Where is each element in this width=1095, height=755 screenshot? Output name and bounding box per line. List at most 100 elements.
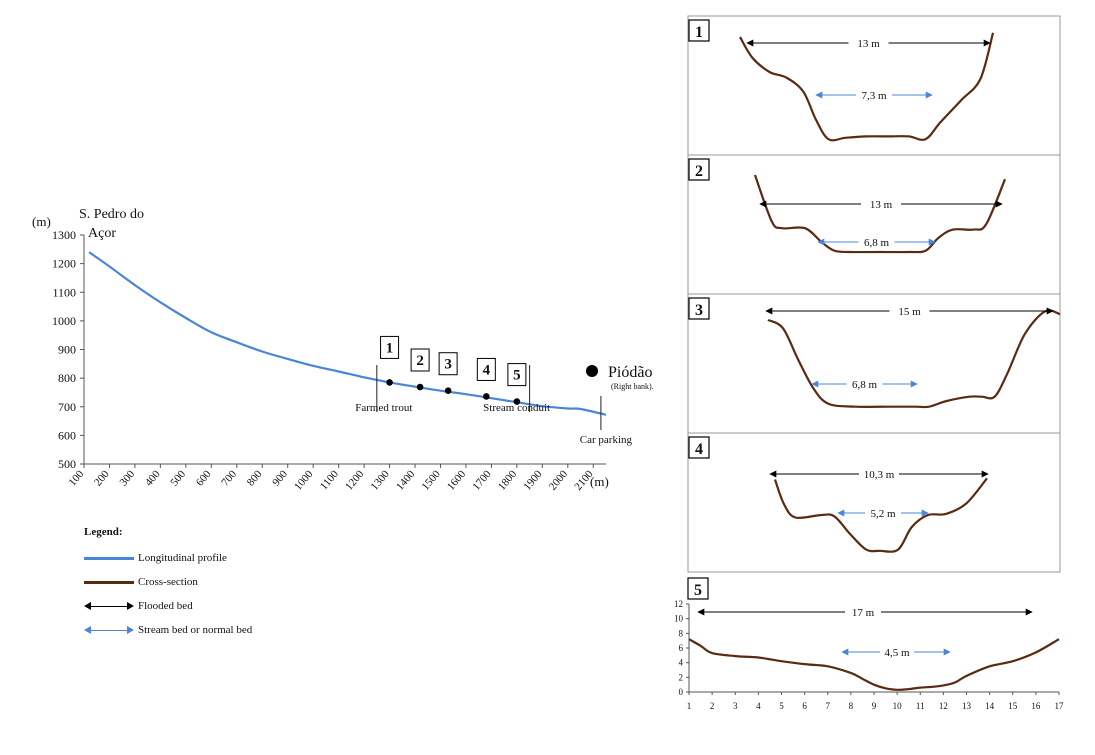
cross-section-line-5 bbox=[688, 638, 1060, 691]
normal-bed-label-5: 4,5 m bbox=[884, 647, 910, 659]
x-tick-label: 1000 bbox=[292, 468, 316, 493]
piodao-point bbox=[586, 365, 598, 377]
normal-bed-label-4: 5,2 m bbox=[870, 508, 896, 520]
legend-item-longitudinal-profile: Longitudinal profile bbox=[84, 546, 252, 570]
section-number-box-3 bbox=[688, 297, 710, 320]
section5-x-tick-label: 9 bbox=[872, 701, 877, 711]
section5-x-tick-label: 12 bbox=[939, 701, 948, 711]
section-number-box-4 bbox=[688, 436, 710, 459]
x-unit-label: (m) bbox=[590, 474, 609, 489]
station-label-4: 4 bbox=[483, 362, 491, 378]
legend-label: Longitudinal profile bbox=[138, 552, 227, 564]
flooded-bed-label-2: 13 m bbox=[870, 199, 893, 211]
cross-section-line-4 bbox=[773, 477, 988, 553]
cross-section-panels: 1 13 m 7,3 m 2 13 m 6,8 m 3 15 m 6,8 m 4 10,3 m 5,2… bbox=[674, 15, 1065, 711]
flooded-label-bg bbox=[845, 604, 881, 620]
x-tick-label: 1100 bbox=[318, 468, 341, 493]
x-tick-label: 1600 bbox=[445, 468, 469, 493]
section5-y-tick-label: 2 bbox=[679, 672, 684, 682]
station-point-5 bbox=[513, 398, 521, 405]
section-number-1: 1 bbox=[695, 24, 703, 41]
x-tick-label: 2000 bbox=[547, 468, 571, 493]
legend-item-cross-section: Cross-section bbox=[84, 570, 252, 594]
flooded-label-bg bbox=[859, 466, 899, 482]
section5-x-tick-label: 2 bbox=[710, 701, 715, 711]
x-tick-label: 1500 bbox=[419, 468, 443, 493]
section5-y-tick-label: 10 bbox=[674, 614, 684, 624]
section-panel-2 bbox=[687, 154, 1061, 295]
station-label-5: 5 bbox=[513, 368, 521, 384]
y-tick-label: 1000 bbox=[52, 314, 76, 328]
y-tick-label: 600 bbox=[58, 428, 76, 442]
y-tick-label: 1100 bbox=[52, 285, 76, 299]
x-tick-label: 900 bbox=[270, 468, 290, 489]
station-label-2: 2 bbox=[416, 353, 424, 369]
x-tick-label: 800 bbox=[245, 468, 265, 489]
station-label-1: 1 bbox=[386, 340, 394, 356]
x-tick-label: 1300 bbox=[369, 468, 393, 493]
y-tick-label: 500 bbox=[58, 457, 76, 471]
y-tick-label: 800 bbox=[58, 371, 76, 385]
station-box-5 bbox=[507, 363, 527, 387]
section5-x-tick-label: 7 bbox=[826, 701, 831, 711]
flooded-bed-label-3: 15 m bbox=[898, 306, 921, 318]
normal-label-bg bbox=[856, 87, 892, 103]
x-tick-label: 700 bbox=[219, 468, 239, 489]
legend-title: Legend: bbox=[84, 526, 123, 538]
section5-x-tick-label: 11 bbox=[916, 701, 925, 711]
station-label-3: 3 bbox=[444, 357, 452, 373]
section5-y-tick-label: 4 bbox=[679, 658, 684, 668]
annotation-car-parking: Car parking bbox=[580, 434, 633, 446]
longitudinal-profile-line bbox=[88, 251, 607, 416]
section-number-4: 4 bbox=[695, 441, 703, 458]
x-tick-label: 400 bbox=[143, 468, 163, 489]
section5-x-tick-label: 8 bbox=[849, 701, 854, 711]
end-label: Piódão bbox=[608, 364, 652, 381]
x-tick-label: 1200 bbox=[343, 468, 367, 493]
station-point-3 bbox=[444, 387, 452, 395]
section5-x-tick-label: 14 bbox=[985, 701, 995, 711]
cross-section-line-3 bbox=[767, 309, 1061, 409]
cross-section-line-1 bbox=[739, 32, 995, 142]
cross-section-line-2 bbox=[753, 174, 1007, 254]
station-box-1 bbox=[380, 335, 400, 359]
flooded-label-bg bbox=[848, 35, 889, 51]
legend-swatch-double-arrow-icon bbox=[84, 624, 134, 636]
station-point-2 bbox=[416, 383, 424, 391]
section5-x-tick-label: 17 bbox=[1055, 701, 1065, 711]
section5-y-tick-label: 12 bbox=[674, 599, 683, 609]
station-box-3 bbox=[438, 352, 458, 376]
section5-x-tick-label: 1 bbox=[687, 701, 692, 711]
section-number-3: 3 bbox=[695, 302, 703, 319]
y-tick-label: 900 bbox=[58, 343, 76, 357]
normal-bed-label-3: 6,8 m bbox=[852, 379, 878, 391]
station-box-2 bbox=[410, 348, 430, 372]
section-number-box-1 bbox=[688, 19, 710, 42]
x-tick-label: 500 bbox=[168, 468, 188, 489]
legend-swatch-line bbox=[84, 576, 134, 588]
section5-x-tick-label: 10 bbox=[893, 701, 903, 711]
legend-item-flooded-bed: Flooded bed bbox=[84, 594, 252, 618]
start-label: S. Pedro do bbox=[79, 207, 144, 222]
section5-x-tick-label: 16 bbox=[1031, 701, 1041, 711]
x-tick-label: 1800 bbox=[496, 468, 520, 493]
legend-item-stream-bed: Stream bed or normal bed bbox=[84, 618, 252, 642]
x-tick-label: 300 bbox=[117, 468, 137, 489]
section-number-2: 2 bbox=[695, 163, 703, 180]
x-tick-label: 1400 bbox=[394, 468, 418, 493]
section-panel-4 bbox=[687, 432, 1061, 573]
section5-x-tick-label: 6 bbox=[802, 701, 807, 711]
station-point-4 bbox=[483, 393, 490, 400]
x-tick-label: 200 bbox=[92, 468, 112, 489]
station-point-1 bbox=[386, 379, 393, 386]
section5-y-tick-label: 8 bbox=[679, 628, 684, 638]
normal-label-bg bbox=[880, 644, 914, 660]
annotation-farmed-trout: Farmed trout bbox=[355, 402, 412, 414]
legend: Legend: Longitudinal profile Cross-secti… bbox=[84, 526, 252, 642]
end-sublabel: (Right bank). bbox=[611, 382, 654, 391]
section5-x-tick-label: 5 bbox=[779, 701, 784, 711]
normal-bed-label-1: 7,3 m bbox=[861, 90, 887, 102]
flooded-bed-label-4: 10,3 m bbox=[864, 469, 895, 481]
section5-x-tick-label: 15 bbox=[1008, 701, 1018, 711]
